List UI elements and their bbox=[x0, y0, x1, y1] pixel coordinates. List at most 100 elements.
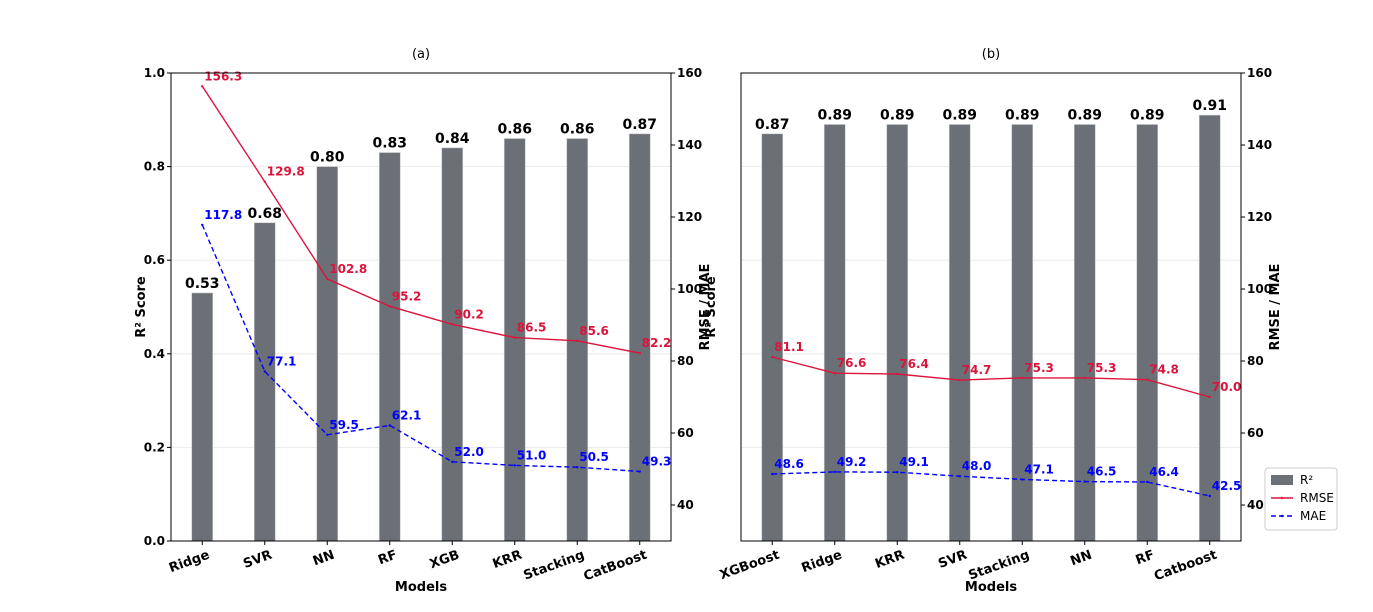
rmse-point bbox=[1208, 395, 1211, 399]
rmse-value-label: 82.2 bbox=[642, 336, 672, 350]
panel-b: 0.87 0.89 0.89 0.89 0.89 0.89 0.89 0.91 81.1 76.6… bbox=[704, 47, 1283, 595]
bar-ridge bbox=[191, 292, 214, 542]
bar-value-label: 0.68 bbox=[247, 206, 282, 222]
bar-ridge bbox=[823, 124, 846, 542]
y-tick-label: 0.4 bbox=[144, 347, 165, 361]
rmse-value-label: 70.0 bbox=[1212, 380, 1242, 394]
x-tick-label: XGB bbox=[428, 548, 462, 573]
bar-nn bbox=[316, 166, 339, 542]
y-tick-label: 0.2 bbox=[144, 440, 165, 454]
y2-tick-label: 160 bbox=[677, 66, 702, 80]
rmse-value-label: 85.6 bbox=[579, 324, 609, 338]
plot-frame bbox=[170, 72, 672, 542]
y-axis-label: R² Score bbox=[704, 276, 719, 338]
bar-value-label: 0.83 bbox=[372, 136, 407, 152]
rmse-point bbox=[1146, 378, 1149, 381]
mae-value-label: 46.5 bbox=[1087, 465, 1117, 479]
x-tick-label: SVR bbox=[241, 548, 274, 572]
x-tick-label: Ridge bbox=[167, 548, 212, 576]
x-tick-label: NN bbox=[1069, 548, 1095, 570]
x-tick-label: CatBoost bbox=[582, 548, 649, 585]
y2-tick-label: 120 bbox=[677, 210, 702, 224]
x-tick-label: KRR bbox=[873, 548, 906, 572]
rmse-point bbox=[896, 372, 899, 376]
bar-krr bbox=[886, 124, 909, 542]
mae-point bbox=[638, 470, 641, 473]
mae-value-label: 48.0 bbox=[962, 459, 992, 473]
mae-line bbox=[772, 471, 1210, 497]
bar-value-label: 0.89 bbox=[817, 107, 852, 123]
y2-tick-label: 80 bbox=[677, 354, 694, 368]
chart-title: (a) bbox=[412, 47, 430, 62]
bar-value-label: 0.89 bbox=[942, 107, 977, 123]
y-tick-label: 0.6 bbox=[144, 253, 165, 267]
mae-value-label: 59.5 bbox=[329, 418, 359, 432]
mae-value-label: 51.0 bbox=[517, 448, 547, 462]
y2-tick-label: 60 bbox=[677, 426, 694, 440]
rmse-value-label: 75.3 bbox=[1024, 361, 1054, 375]
y2-tick-label: 100 bbox=[677, 282, 702, 296]
rmse-value-label: 75.3 bbox=[1087, 361, 1117, 375]
legend-label: R² bbox=[1300, 473, 1313, 487]
mae-line bbox=[201, 224, 640, 473]
bar-value-label: 0.86 bbox=[497, 122, 532, 138]
rmse-point bbox=[388, 305, 391, 308]
mae-value-label: 48.6 bbox=[774, 457, 804, 471]
y-tick-label: 0.0 bbox=[144, 534, 165, 548]
x-tick-label: Stacking bbox=[522, 548, 587, 584]
x-tick-label: Catboost bbox=[1152, 548, 1219, 585]
plot-frame bbox=[740, 72, 1242, 542]
mae-point bbox=[1021, 478, 1024, 481]
y2-tick-label: 140 bbox=[1247, 138, 1272, 152]
y2-tick-label: 80 bbox=[1247, 354, 1264, 368]
mae-point bbox=[1146, 480, 1149, 484]
mae-value-label: 46.4 bbox=[1149, 465, 1179, 479]
rmse-value-label: 86.5 bbox=[517, 321, 547, 335]
x-tick-label: XGBoost bbox=[718, 548, 782, 583]
y2-tick-label: 120 bbox=[1247, 210, 1272, 224]
mae-value-label: 52.0 bbox=[454, 445, 484, 459]
mae-point bbox=[1083, 480, 1086, 483]
legend-label: MAE bbox=[1300, 509, 1326, 523]
bar-value-label: 0.89 bbox=[1005, 107, 1040, 123]
x-tick-label: RF bbox=[376, 548, 399, 569]
bar-catboost bbox=[1198, 114, 1221, 542]
rmse-value-label: 129.8 bbox=[267, 165, 305, 179]
rmse-point bbox=[1083, 376, 1086, 380]
rmse-line bbox=[201, 85, 640, 354]
x-axis-label: Models bbox=[965, 580, 1017, 595]
rmse-point bbox=[771, 355, 774, 359]
legend: R² RMSE MAE bbox=[1264, 467, 1338, 531]
x-tick-label: NN bbox=[311, 548, 337, 570]
rmse-value-label: 102.8 bbox=[329, 262, 367, 276]
y2-axis-label: RMSE / MAE bbox=[698, 264, 713, 351]
x-tick-label: RF bbox=[1134, 548, 1157, 569]
legend-marker bbox=[1280, 496, 1284, 500]
legend-marker bbox=[1280, 514, 1284, 518]
legend-label: RMSE bbox=[1300, 491, 1334, 505]
chart-title: (b) bbox=[982, 47, 1000, 62]
mae-value-label: 49.3 bbox=[642, 455, 672, 469]
mae-point bbox=[326, 433, 329, 436]
rmse-value-label: 76.4 bbox=[899, 357, 929, 371]
rmse-line bbox=[772, 356, 1210, 398]
rmse-point bbox=[326, 277, 329, 281]
mae-value-label: 117.8 bbox=[204, 208, 242, 222]
bar-value-label: 0.89 bbox=[1130, 107, 1165, 123]
bar-xgboost bbox=[761, 133, 784, 542]
rmse-value-label: 81.1 bbox=[774, 340, 804, 354]
bar-value-label: 0.87 bbox=[622, 117, 657, 133]
mae-point bbox=[388, 424, 391, 427]
mae-point bbox=[896, 471, 899, 474]
x-tick-label: Stacking bbox=[967, 548, 1032, 584]
mae-value-label: 49.1 bbox=[899, 455, 929, 469]
mae-point bbox=[201, 223, 204, 227]
mae-value-label: 62.1 bbox=[392, 408, 422, 422]
bar-value-label: 0.87 bbox=[755, 117, 790, 133]
mae-point bbox=[263, 370, 266, 373]
y2-tick-label: 60 bbox=[1247, 426, 1264, 440]
rmse-point bbox=[263, 180, 266, 183]
mae-point bbox=[576, 466, 579, 469]
rmse-point bbox=[1021, 376, 1024, 380]
